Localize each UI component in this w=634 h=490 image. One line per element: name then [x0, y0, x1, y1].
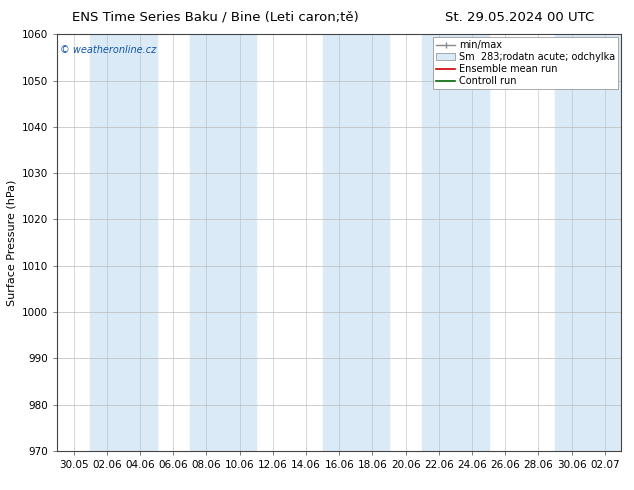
Bar [90, 34, 157, 451]
Legend: min/max, Sm  283;rodatn acute; odchylka, Ensemble mean run, Controll run: min/max, Sm 283;rodatn acute; odchylka, … [433, 37, 618, 89]
Y-axis label: Surface Pressure (hPa): Surface Pressure (hPa) [6, 179, 16, 306]
Bar [323, 34, 389, 451]
Text: St. 29.05.2024 00 UTC: St. 29.05.2024 00 UTC [445, 11, 595, 24]
Bar [422, 34, 489, 451]
Bar [190, 34, 256, 451]
Text: © weatheronline.cz: © weatheronline.cz [60, 45, 156, 55]
Bar [555, 34, 621, 451]
Text: ENS Time Series Baku / Bine (Leti caron;tě): ENS Time Series Baku / Bine (Leti caron;… [72, 11, 358, 24]
